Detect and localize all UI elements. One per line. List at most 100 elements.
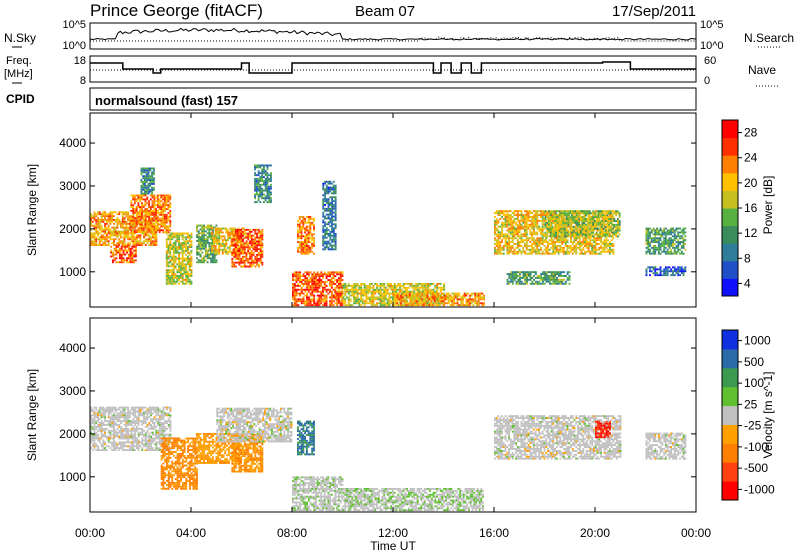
echo-cell <box>167 265 170 268</box>
echo-cell <box>508 227 510 230</box>
echo-cell <box>315 273 317 276</box>
echo-cell <box>511 237 514 240</box>
echo-cell <box>566 252 569 255</box>
echo-cell <box>589 250 592 253</box>
echo-cell <box>162 219 165 222</box>
echo-cell <box>123 238 126 241</box>
echo-cell <box>146 198 149 201</box>
echo-cell <box>201 247 204 250</box>
echo-cell <box>313 241 315 243</box>
echo-cell <box>137 240 140 243</box>
echo-cell <box>502 235 505 238</box>
echo-cell <box>259 172 262 175</box>
echo-cell <box>90 234 92 237</box>
echo-cell <box>306 277 308 280</box>
echo-cell <box>322 227 325 230</box>
echo-cell <box>141 210 143 212</box>
echo-cell <box>540 233 542 236</box>
echo-cell <box>515 231 518 234</box>
echo-cell <box>518 225 521 228</box>
echo-cell <box>165 240 168 243</box>
echo-cell <box>160 208 163 210</box>
echo-cell <box>254 265 257 268</box>
echo-cell <box>392 292 394 295</box>
echo-cell <box>316 283 319 285</box>
echo-cell <box>266 195 269 198</box>
echo-cell <box>508 217 510 220</box>
echo-cell <box>213 243 215 245</box>
echo-cell <box>144 210 147 212</box>
echo-cell <box>502 223 505 226</box>
echo-cell <box>465 298 468 301</box>
echo-cell <box>419 300 422 303</box>
echo-cell <box>256 250 258 252</box>
echo-cell <box>332 204 335 206</box>
echo-cell <box>234 252 237 254</box>
echo-cell <box>201 243 204 246</box>
echo-cell <box>502 237 505 240</box>
echo-cell <box>517 278 520 281</box>
echo-cell <box>401 304 404 307</box>
echo-cell <box>379 284 382 287</box>
echo-cell <box>601 243 604 245</box>
echo-cell <box>517 235 519 238</box>
echo-cell <box>169 202 172 205</box>
echo-cell <box>293 284 296 287</box>
echo-cell <box>320 296 323 299</box>
echo-cell <box>201 230 204 233</box>
echo-cell <box>212 230 214 233</box>
echo-cell <box>360 292 363 295</box>
echo-cell <box>390 302 393 305</box>
echo-cell <box>299 281 301 283</box>
echo-cell <box>162 217 165 220</box>
echo-cell <box>334 186 337 189</box>
echo-cell <box>506 221 509 224</box>
echo-cell <box>304 219 306 222</box>
echo-cell <box>504 233 507 236</box>
echo-cell <box>158 227 161 230</box>
echo-cell <box>292 284 294 287</box>
echo-cell <box>174 257 177 260</box>
echo-cell <box>307 296 310 299</box>
echo-cell <box>515 210 518 213</box>
echo-cell <box>432 290 435 293</box>
echo-cell <box>555 250 558 253</box>
echo-cell <box>169 242 172 245</box>
echo-cell <box>443 294 446 297</box>
echo-cell <box>582 246 585 249</box>
echo-cell <box>121 240 124 243</box>
echo-cell <box>517 241 519 243</box>
echo-cell <box>344 283 347 285</box>
echo-cell <box>433 302 436 305</box>
echo-cell <box>559 227 562 230</box>
echo-cell <box>225 231 228 234</box>
echo-cell <box>425 286 428 289</box>
echo-cell <box>501 225 503 228</box>
echo-cell <box>104 232 106 235</box>
echo-cell <box>259 176 262 178</box>
echo-cell <box>150 232 152 235</box>
echo-cell <box>425 284 428 287</box>
echo-cell <box>300 302 303 305</box>
echo-cell <box>142 225 145 228</box>
echo-cell <box>513 217 516 220</box>
echo-cell <box>107 224 110 227</box>
echo-cell <box>148 204 150 207</box>
echo-cell <box>596 235 599 238</box>
echo-cell <box>127 245 130 248</box>
echo-cell <box>178 257 180 260</box>
echo-cell <box>541 214 544 216</box>
echo-cell <box>529 241 532 243</box>
echo-cell <box>242 261 244 264</box>
echo-cell <box>309 281 312 283</box>
echo-cell <box>245 259 248 262</box>
echo-cell <box>240 240 243 243</box>
echo-cell <box>309 286 312 289</box>
echo-cell <box>309 300 312 303</box>
echo-cell <box>190 280 193 283</box>
echo-cell <box>536 225 539 228</box>
echo-cell <box>386 284 389 287</box>
echo-cell <box>554 246 556 249</box>
echo-cell <box>300 250 303 253</box>
echo-cell <box>90 228 92 231</box>
